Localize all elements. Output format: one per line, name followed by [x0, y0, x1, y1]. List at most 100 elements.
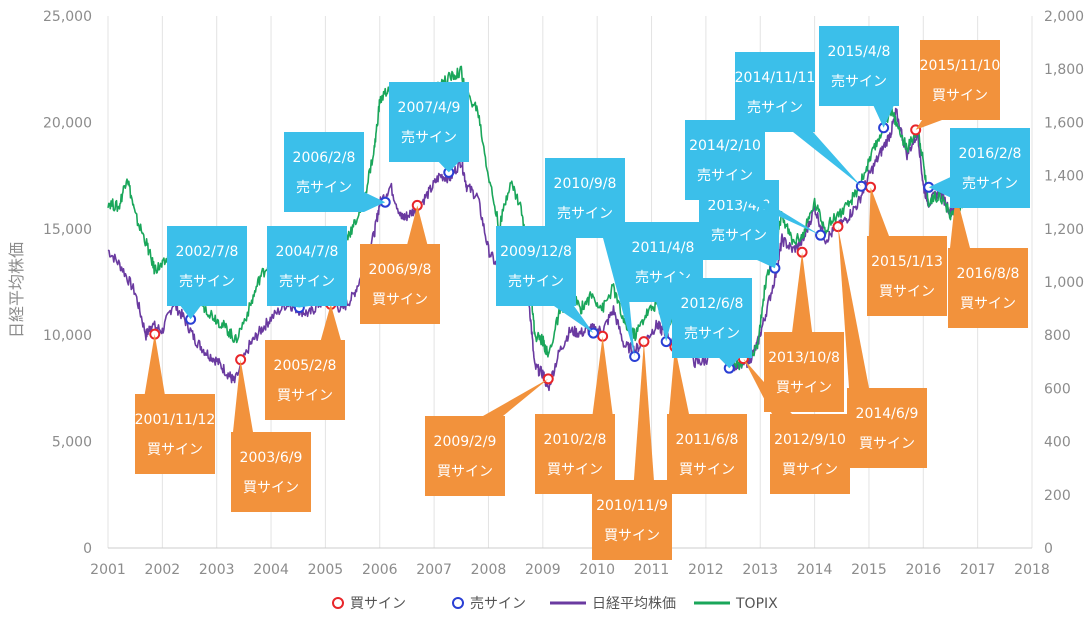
sell-signal-marker: [629, 350, 641, 362]
y-tick-label: 25,000: [43, 9, 92, 25]
buy-callout-date: 2012/9/10: [774, 432, 846, 448]
x-tick-label: 2006: [362, 562, 398, 578]
sell-callout-pointer: [719, 358, 740, 369]
buy-callout-pointer: [144, 334, 165, 394]
sell-callout-date: 2007/4/9: [398, 100, 461, 116]
sell-callout-sign: 売サイン: [684, 326, 740, 342]
sell-callout-sign: 売サイン: [279, 274, 335, 290]
x-tick-label: 2010: [579, 562, 615, 578]
x-tick-label: 2017: [960, 562, 996, 578]
buy-callout-date: 2015/11/10: [920, 58, 1001, 74]
buy-callout-sign: 買サイン: [437, 464, 493, 480]
x-tick-label: 2009: [525, 562, 561, 578]
sell-callout-pointer: [873, 106, 894, 128]
legend-label: 売サイン: [470, 596, 526, 612]
buy-callout-box: [667, 414, 747, 494]
y2-tick-label: 1,000: [1044, 275, 1084, 291]
buy-callout-box: [265, 340, 345, 420]
buy-callout-sign: 買サイン: [679, 462, 735, 478]
x-tick-label: 2015: [851, 562, 887, 578]
sell-callout-box: [389, 82, 469, 162]
buy-callout-pointer: [915, 120, 942, 130]
sell-callout-date: 2016/2/8: [959, 146, 1022, 162]
sell-callout-date: 2011/4/8: [632, 240, 695, 256]
buy-callout-date: 2014/6/9: [856, 406, 919, 422]
y-tick-label: 0: [83, 541, 92, 557]
y2-tick-label: 1,400: [1044, 169, 1084, 185]
buy-callout-date: 2010/11/9: [596, 498, 668, 514]
buy-callout-date: 2003/6/9: [240, 450, 303, 466]
buy-callout-pointer: [633, 341, 654, 480]
buy-callout-pointer: [838, 226, 869, 388]
sell-callout-box: [496, 226, 576, 306]
x-tick-label: 2005: [308, 562, 344, 578]
buy-callout-box: [592, 480, 672, 560]
buy-callout-date: 2016/8/8: [957, 266, 1020, 282]
x-tick-label: 2013: [742, 562, 778, 578]
buy-callout-box: [360, 244, 440, 324]
sell-callout-sign: 売サイン: [508, 274, 564, 290]
legend-marker: [332, 597, 344, 609]
y2-tick-label: 2,000: [1044, 9, 1084, 25]
buy-callout-box: [770, 414, 850, 494]
buy-callout-sign: 買サイン: [604, 528, 660, 544]
legend-label: 買サイン: [350, 596, 406, 612]
x-tick-label: 2008: [471, 562, 507, 578]
y2-tick-label: 200: [1044, 488, 1071, 504]
x-tick-label: 2011: [634, 562, 670, 578]
buy-callout-date: 2005/2/8: [274, 358, 337, 374]
sell-callout-date: 2009/12/8: [500, 244, 572, 260]
buy-callout-sign: 買サイン: [782, 462, 838, 478]
buy-callout-sign: 買サイン: [879, 284, 935, 300]
buy-callout-sign: 買サイン: [859, 436, 915, 452]
sell-callout-date: 2004/7/8: [276, 244, 339, 260]
sell-callout-box: [167, 226, 247, 306]
legend-label: TOPIX: [735, 596, 778, 612]
buy-callout-pointer: [869, 187, 889, 236]
y2-tick-label: 800: [1044, 328, 1071, 344]
sell-callout-pointer: [656, 302, 677, 342]
sell-callout-date: 2014/2/10: [689, 138, 761, 154]
x-tick-label: 2004: [253, 562, 289, 578]
x-tick-label: 2007: [416, 562, 452, 578]
buy-callout-date: 2006/9/8: [369, 262, 432, 278]
sell-callout-box: [819, 26, 899, 106]
buy-callout-pointer: [407, 205, 428, 244]
buy-callout-date: 2015/1/13: [871, 254, 943, 270]
legend-label: 日経平均株価: [592, 596, 676, 612]
sell-callout-pointer: [364, 192, 386, 212]
buy-callout-pointer: [669, 346, 689, 414]
buy-callout-pointer: [233, 359, 253, 432]
sell-callout-sign: 売サイン: [747, 100, 803, 116]
buy-callout-date: 2013/10/8: [768, 350, 840, 366]
topix-line: [107, 65, 968, 371]
buy-callout-box: [948, 248, 1028, 328]
sell-callout-box: [545, 158, 625, 238]
sell-callout-pointer: [289, 306, 310, 308]
sell-callout-sign: 売サイン: [831, 74, 887, 90]
sell-callout-box: [735, 52, 815, 132]
signal-callouts: 2001/11/12 買サイン 2003/6/9 買サイン 2005/2/8 買サイン 20…: [135, 26, 1030, 560]
buy-callout-sign: 買サイン: [147, 442, 203, 458]
sell-callout-pointer: [554, 306, 594, 334]
x-tick-label: 2018: [1014, 562, 1050, 578]
sell-callout-date: 2014/11/11: [735, 70, 816, 86]
sell-callout-pointer: [743, 200, 821, 236]
sell-callout-sign: 売サイン: [401, 130, 457, 146]
sell-callout-sign: 売サイン: [697, 168, 753, 184]
buy-callout-pointer: [483, 378, 549, 416]
x-tick-label: 2016: [905, 562, 941, 578]
buy-signal-marker: [832, 221, 844, 233]
sell-callout-pointer: [928, 177, 950, 198]
y-axis-label: 日経平均株価: [7, 242, 26, 338]
sell-callout-date: 2006/2/8: [293, 150, 356, 166]
sell-callout-box: [672, 278, 752, 358]
buy-callout-sign: 買サイン: [960, 296, 1016, 312]
buy-callout-pointer: [792, 252, 813, 332]
legend-marker: [452, 597, 464, 609]
sell-callout-box: [950, 128, 1030, 208]
y2-tick-label: 600: [1044, 381, 1071, 397]
sell-callout-sign: 売サイン: [557, 206, 613, 222]
buy-callout-date: 2009/2/9: [434, 434, 497, 450]
